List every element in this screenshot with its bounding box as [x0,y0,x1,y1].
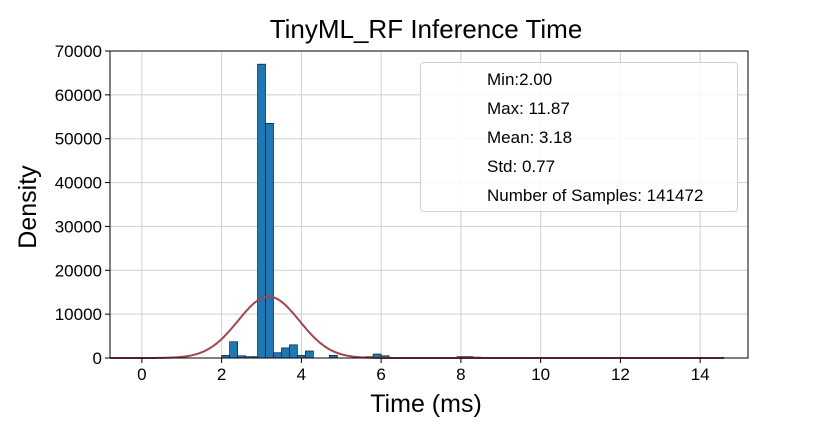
histogram-bar [229,341,238,359]
y-tick-label: 20000 [55,261,102,280]
x-tick-label: 12 [611,365,630,384]
x-tick-label: 10 [531,365,550,384]
x-tick-label: 6 [376,365,385,384]
stat-min: Min:2.00 [487,70,553,89]
x-axis-label: Time (ms) [370,390,482,418]
y-tick-label: 0 [93,349,102,368]
y-tick-label: 10000 [55,305,102,324]
y-tick-label: 50000 [55,130,102,149]
plot-frame [109,50,749,359]
y-axis-ticks: 0 10000 20000 30000 40000 50000 60000 70000 [55,42,110,368]
x-tick-label: 8 [456,365,465,384]
x-axis-ticks: 0 2 4 6 8 10 12 14 [137,358,710,384]
chart-title: TinyML_RF Inference Time [270,14,583,44]
histogram-bar [281,347,290,359]
y-tick-label: 60000 [55,86,102,105]
stat-mean: Mean: 3.18 [487,128,573,147]
histogram-bar [305,350,314,359]
histogram-bar [289,344,298,359]
x-tick-label: 4 [297,365,306,384]
histogram-bar [265,123,274,359]
stat-std: Std: 0.77 [487,157,556,176]
y-tick-label: 40000 [55,174,102,193]
histogram-bar [257,63,266,359]
y-tick-label: 70000 [55,42,102,61]
y-axis-label: Density [14,165,42,249]
density-curve [110,295,725,359]
y-tick-label: 30000 [55,217,102,236]
x-tick-label: 0 [137,365,146,384]
x-tick-label: 2 [217,365,226,384]
stats-legend-box: Min:2.00 Max: 11.87 Mean: 3.18 Std: 0.77… [420,62,738,212]
x-tick-label: 14 [691,365,710,384]
stat-max: Max: 11.87 [487,99,570,118]
stat-sample-count: Number of Samples: 141472 [487,186,704,205]
histogram-bar [273,352,282,359]
